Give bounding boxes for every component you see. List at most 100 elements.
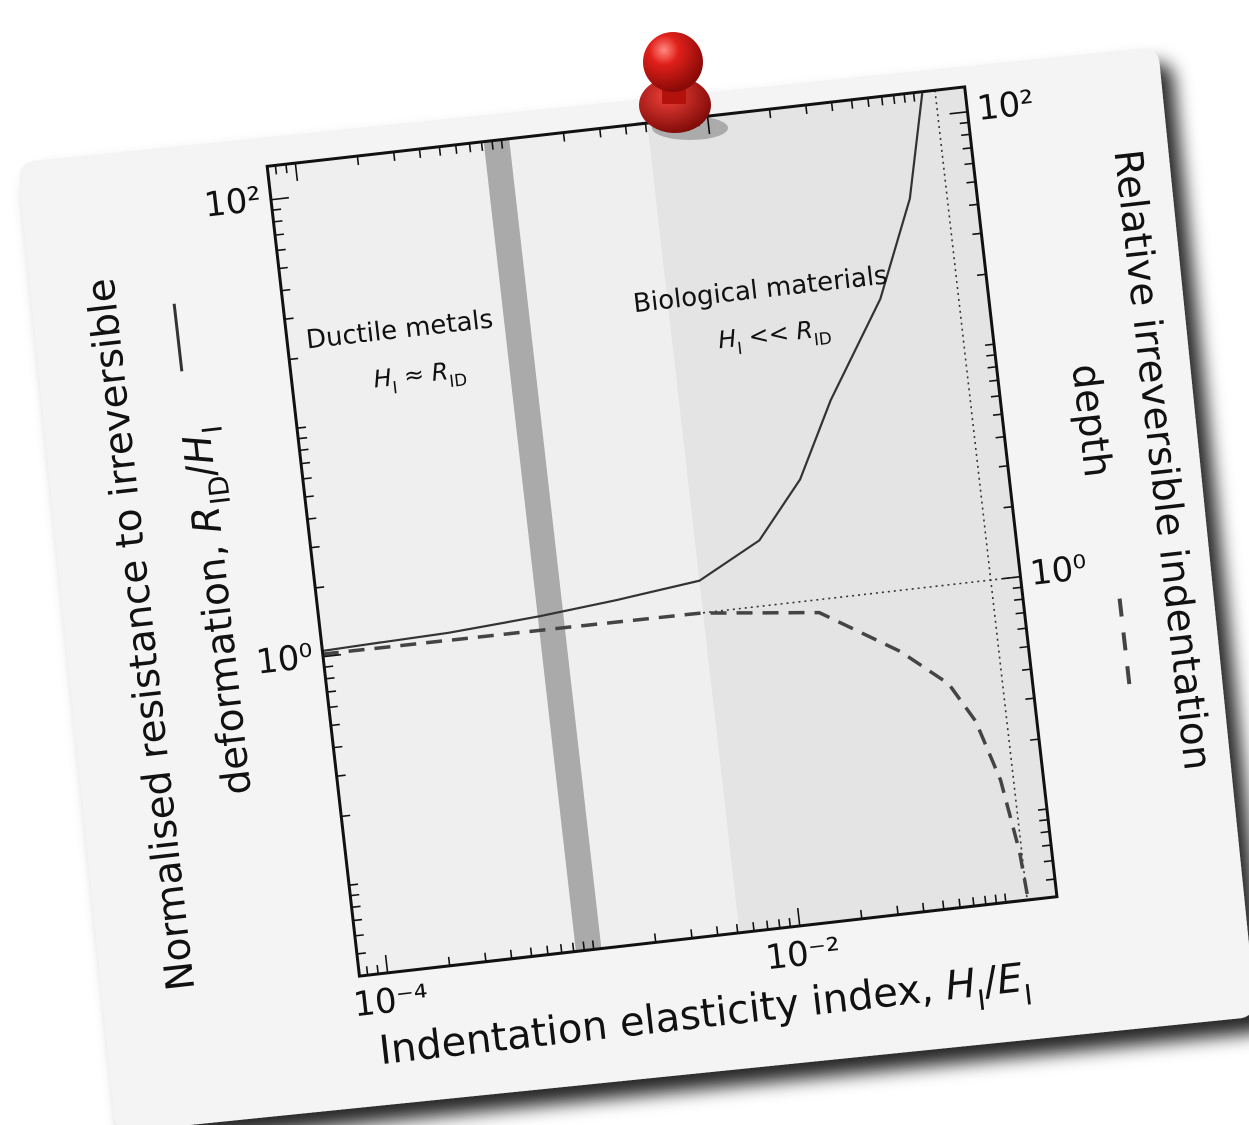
y2-tick: [999, 466, 1008, 467]
y2-tick: [1044, 861, 1053, 862]
y-tick: [333, 747, 342, 748]
x-tick: [394, 152, 395, 161]
label-part: ID: [203, 474, 237, 506]
y2-tick-label: 10²: [975, 83, 1036, 129]
x-tick: [531, 948, 532, 957]
x-tick: [717, 926, 718, 935]
y2-tick: [986, 355, 995, 356]
x-tick: [367, 966, 368, 975]
y-tick: [352, 906, 361, 907]
annotation-part: H: [372, 364, 393, 394]
y-tick: [285, 318, 294, 319]
x-tick: [832, 102, 833, 111]
annotation-part: ID: [813, 328, 833, 350]
y2-tick: [961, 134, 970, 135]
y-tick: [324, 666, 333, 667]
y2-tick: [1013, 587, 1022, 588]
y-tick: [331, 724, 340, 725]
x-tick: [655, 933, 656, 942]
x-tick: [904, 94, 905, 103]
x-tick: [737, 924, 738, 933]
y2-tick: [1017, 628, 1026, 629]
y-tick: [298, 438, 307, 439]
x-tick: [861, 910, 862, 919]
y-tick: [274, 221, 283, 222]
y2-tick: [977, 274, 986, 275]
x-tick: [286, 164, 287, 173]
y-tick: [289, 358, 298, 359]
x-tick: [439, 147, 440, 156]
x-tick: [995, 895, 996, 904]
annotation-part: R: [795, 316, 815, 346]
x-tick: [645, 123, 646, 132]
x-tick-label: 10⁻⁴: [351, 977, 430, 1025]
x-tick: [583, 942, 584, 951]
y-tick: [279, 268, 288, 269]
y2-tick: [1046, 879, 1055, 880]
x-tick: [985, 896, 986, 905]
x-tick: [573, 943, 574, 952]
y2-tick-label: 10⁰: [1028, 548, 1089, 594]
y-tick: [297, 427, 306, 428]
y-tick: [301, 463, 310, 464]
y-tick: [303, 478, 312, 479]
y-tick: [357, 953, 366, 954]
y-tick: [337, 775, 346, 776]
x-tick: [973, 897, 974, 906]
y2-tick: [1020, 647, 1029, 648]
y2-tick: [996, 437, 1005, 438]
y-tick: [355, 935, 364, 936]
y-tick: [326, 678, 335, 679]
x-tick: [419, 149, 420, 158]
y2-tick: [1038, 809, 1047, 810]
x-tick: [868, 98, 869, 107]
x-tick: [625, 126, 626, 135]
y-tick: [305, 496, 314, 497]
x-tick: [511, 950, 512, 959]
y2-tick: [993, 414, 1002, 415]
y2-tick: [1041, 832, 1050, 833]
y2-tick: [1004, 507, 1013, 508]
x-tick: [806, 105, 807, 114]
x-tick: [894, 95, 895, 104]
y2-tick: [963, 148, 972, 149]
y-tick-label: 10²: [202, 180, 263, 226]
y2-tick: [1025, 698, 1034, 699]
x-tick: [897, 906, 898, 915]
label-part: H: [943, 961, 978, 1010]
y-tick: [329, 706, 338, 707]
y2-tick: [960, 122, 969, 123]
x-tick: [377, 965, 378, 974]
x-tick: [882, 96, 883, 105]
y-tick-label: 10⁰: [254, 636, 315, 682]
y2-tick: [969, 204, 978, 205]
x-tick: [563, 133, 564, 142]
x-tick: [470, 143, 471, 152]
x-tick: [275, 165, 276, 174]
x-tick: [767, 921, 768, 930]
y-tick: [315, 587, 324, 588]
pin-head: [643, 32, 703, 92]
x-tick: [593, 940, 594, 949]
x-tick: [481, 142, 482, 151]
y-tick: [277, 249, 286, 250]
y2-tick: [985, 344, 994, 345]
x-tick: [691, 929, 692, 938]
y2-tick: [988, 367, 997, 368]
x-tick: [914, 93, 915, 102]
annotation-part: H: [717, 324, 738, 354]
push-pin: [639, 32, 728, 140]
x-tick: [456, 145, 457, 154]
y-tick: [341, 815, 350, 816]
y2-tick: [1022, 669, 1031, 670]
x-tick: [789, 918, 790, 927]
y2-tick: [991, 396, 1000, 397]
y-tick: [300, 449, 309, 450]
annotation-part: ≈: [395, 359, 433, 391]
y-tick: [311, 547, 320, 548]
annotation-part: ID: [448, 369, 468, 391]
x-tick: [449, 957, 450, 966]
x-tick: [501, 140, 502, 149]
y2-tick: [1016, 613, 1025, 614]
label-part: H: [175, 433, 223, 467]
